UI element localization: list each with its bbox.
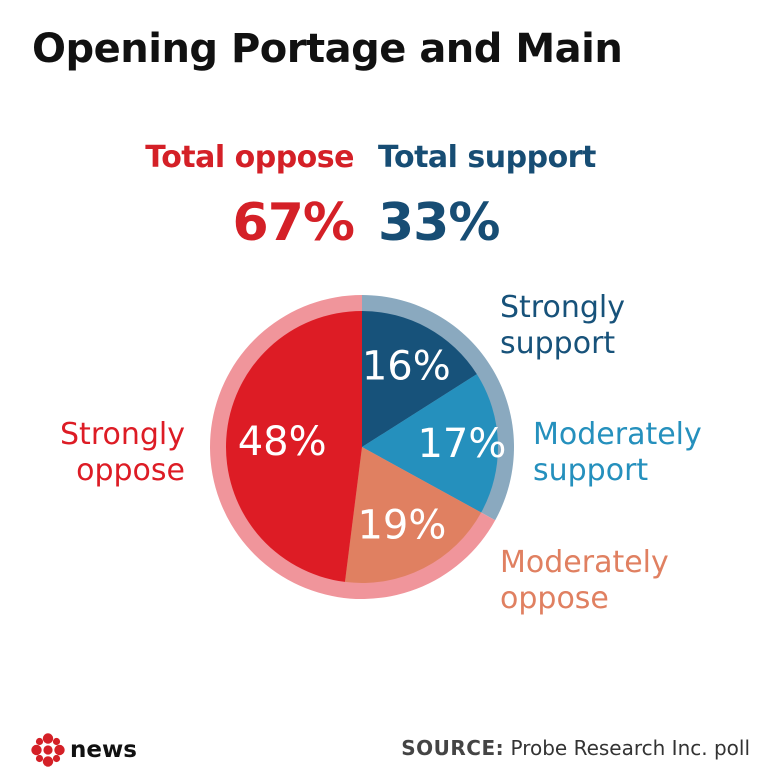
- total-oppose-label: Total oppose: [145, 140, 354, 175]
- slice-value-labels: 16% 17% 19% 48%: [238, 343, 507, 548]
- total-support-value: 33%: [378, 193, 500, 253]
- total-oppose-value: 67%: [232, 193, 355, 253]
- total-support-label: Total support: [378, 140, 596, 175]
- total-oppose: Total oppose 67%: [145, 140, 355, 253]
- slice-strongly-oppose: [225, 311, 362, 582]
- category-label-strongly-support: Strongly support: [500, 290, 625, 361]
- chart-title: Opening Portage and Main: [32, 26, 623, 72]
- slice-moderately-oppose: [344, 447, 482, 583]
- cbc-news-logo: news: [30, 732, 137, 768]
- source-text: Probe Research Inc. poll: [510, 736, 750, 760]
- brand-wordmark: news: [70, 737, 137, 763]
- slice-value-strongly-support: 16%: [362, 343, 451, 389]
- slice-value-moderately-oppose: 19%: [357, 502, 446, 548]
- slice-moderately-support: [362, 374, 498, 513]
- category-label-moderately-support: Moderately support: [533, 417, 702, 488]
- source-note: SOURCE: Probe Research Inc. poll: [401, 736, 750, 760]
- category-label-strongly-oppose: Strongly oppose: [60, 417, 185, 488]
- slice-value-moderately-support: 17%: [417, 421, 506, 467]
- cbc-gem-icon: [31, 733, 65, 767]
- total-support: Total support 33%: [378, 140, 596, 249]
- source-prefix: SOURCE:: [401, 736, 505, 760]
- slice-strongly-support: [362, 311, 477, 447]
- pie-slices: [225, 311, 498, 583]
- category-label-moderately-oppose: Moderately oppose: [500, 545, 669, 616]
- slice-value-strongly-oppose: 48%: [238, 419, 327, 465]
